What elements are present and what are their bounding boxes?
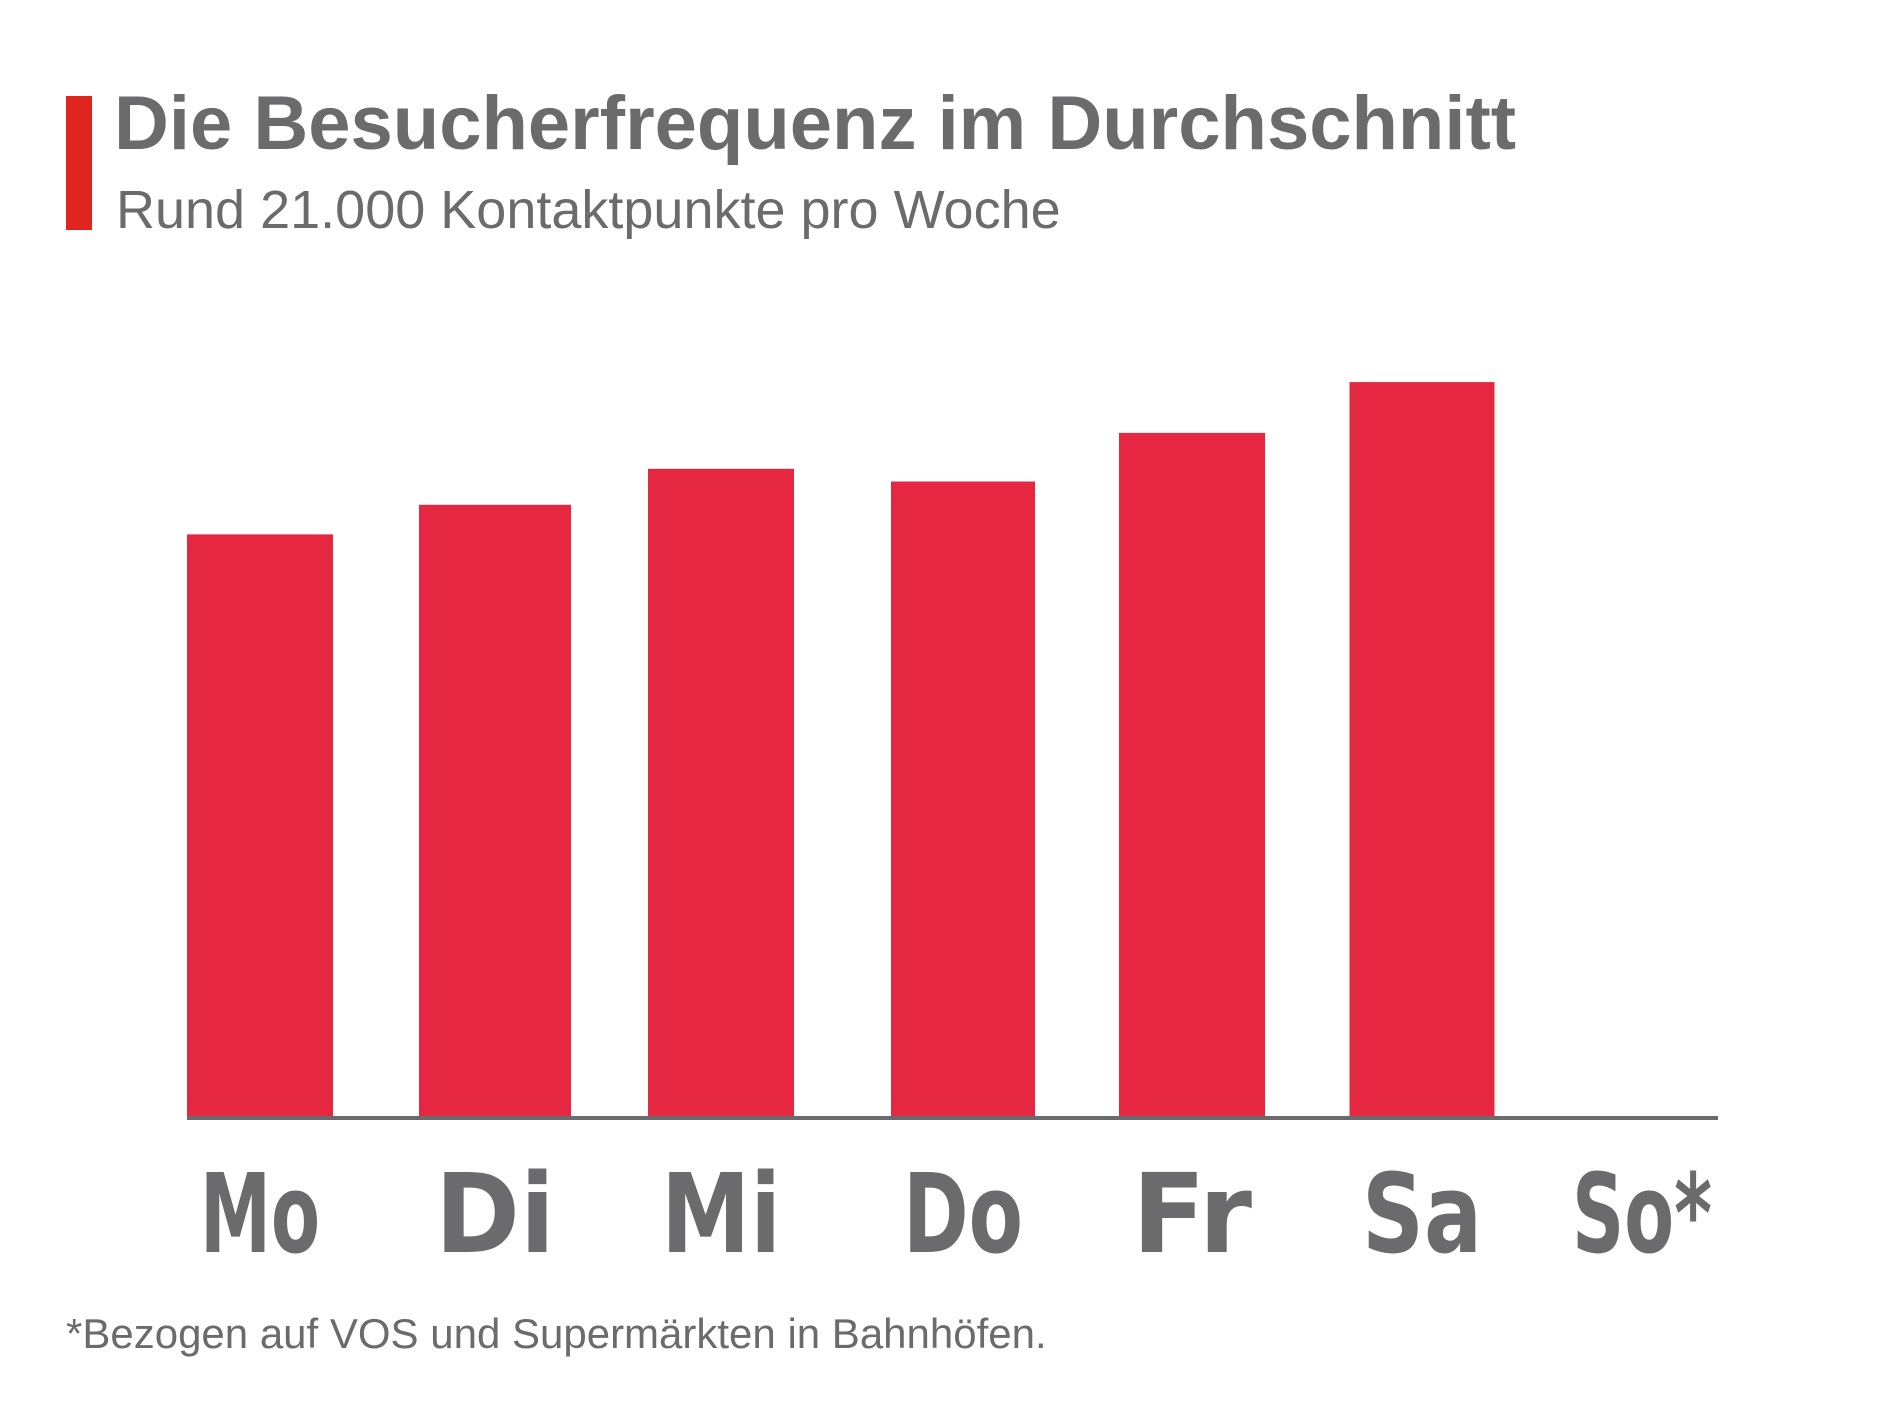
chart-subtitle: Rund 21.000 Kontaktpunkte pro Woche	[116, 180, 1061, 240]
x-tick-label-di: Di	[435, 1150, 555, 1278]
x-tick-label-sa: Sa	[1362, 1150, 1482, 1278]
chart-title: Die Besucherfrequenz im Durchschnitt	[114, 81, 1517, 166]
x-tick-label-mi: Mi	[661, 1150, 781, 1278]
x-tick-labels: Mo Di Mi Do Fr Sa So*	[200, 1150, 1712, 1278]
title-accent-bar	[66, 96, 92, 230]
bar-do	[891, 481, 1035, 1116]
x-tick-label-fr: Fr	[1132, 1150, 1252, 1278]
x-tick-label-do: Do	[903, 1150, 1023, 1278]
footnote: *Bezogen auf VOS und Supermärkten in Bah…	[66, 1310, 1047, 1357]
bar-mo	[187, 534, 333, 1116]
bar-sa	[1349, 382, 1495, 1117]
bar-di	[419, 504, 571, 1116]
x-tick-label-mo: Mo	[200, 1150, 320, 1278]
bar-series	[187, 382, 1495, 1117]
x-tick-label-so: So*	[1572, 1150, 1712, 1278]
bar-mi	[648, 468, 794, 1116]
bar-fr	[1119, 432, 1265, 1117]
